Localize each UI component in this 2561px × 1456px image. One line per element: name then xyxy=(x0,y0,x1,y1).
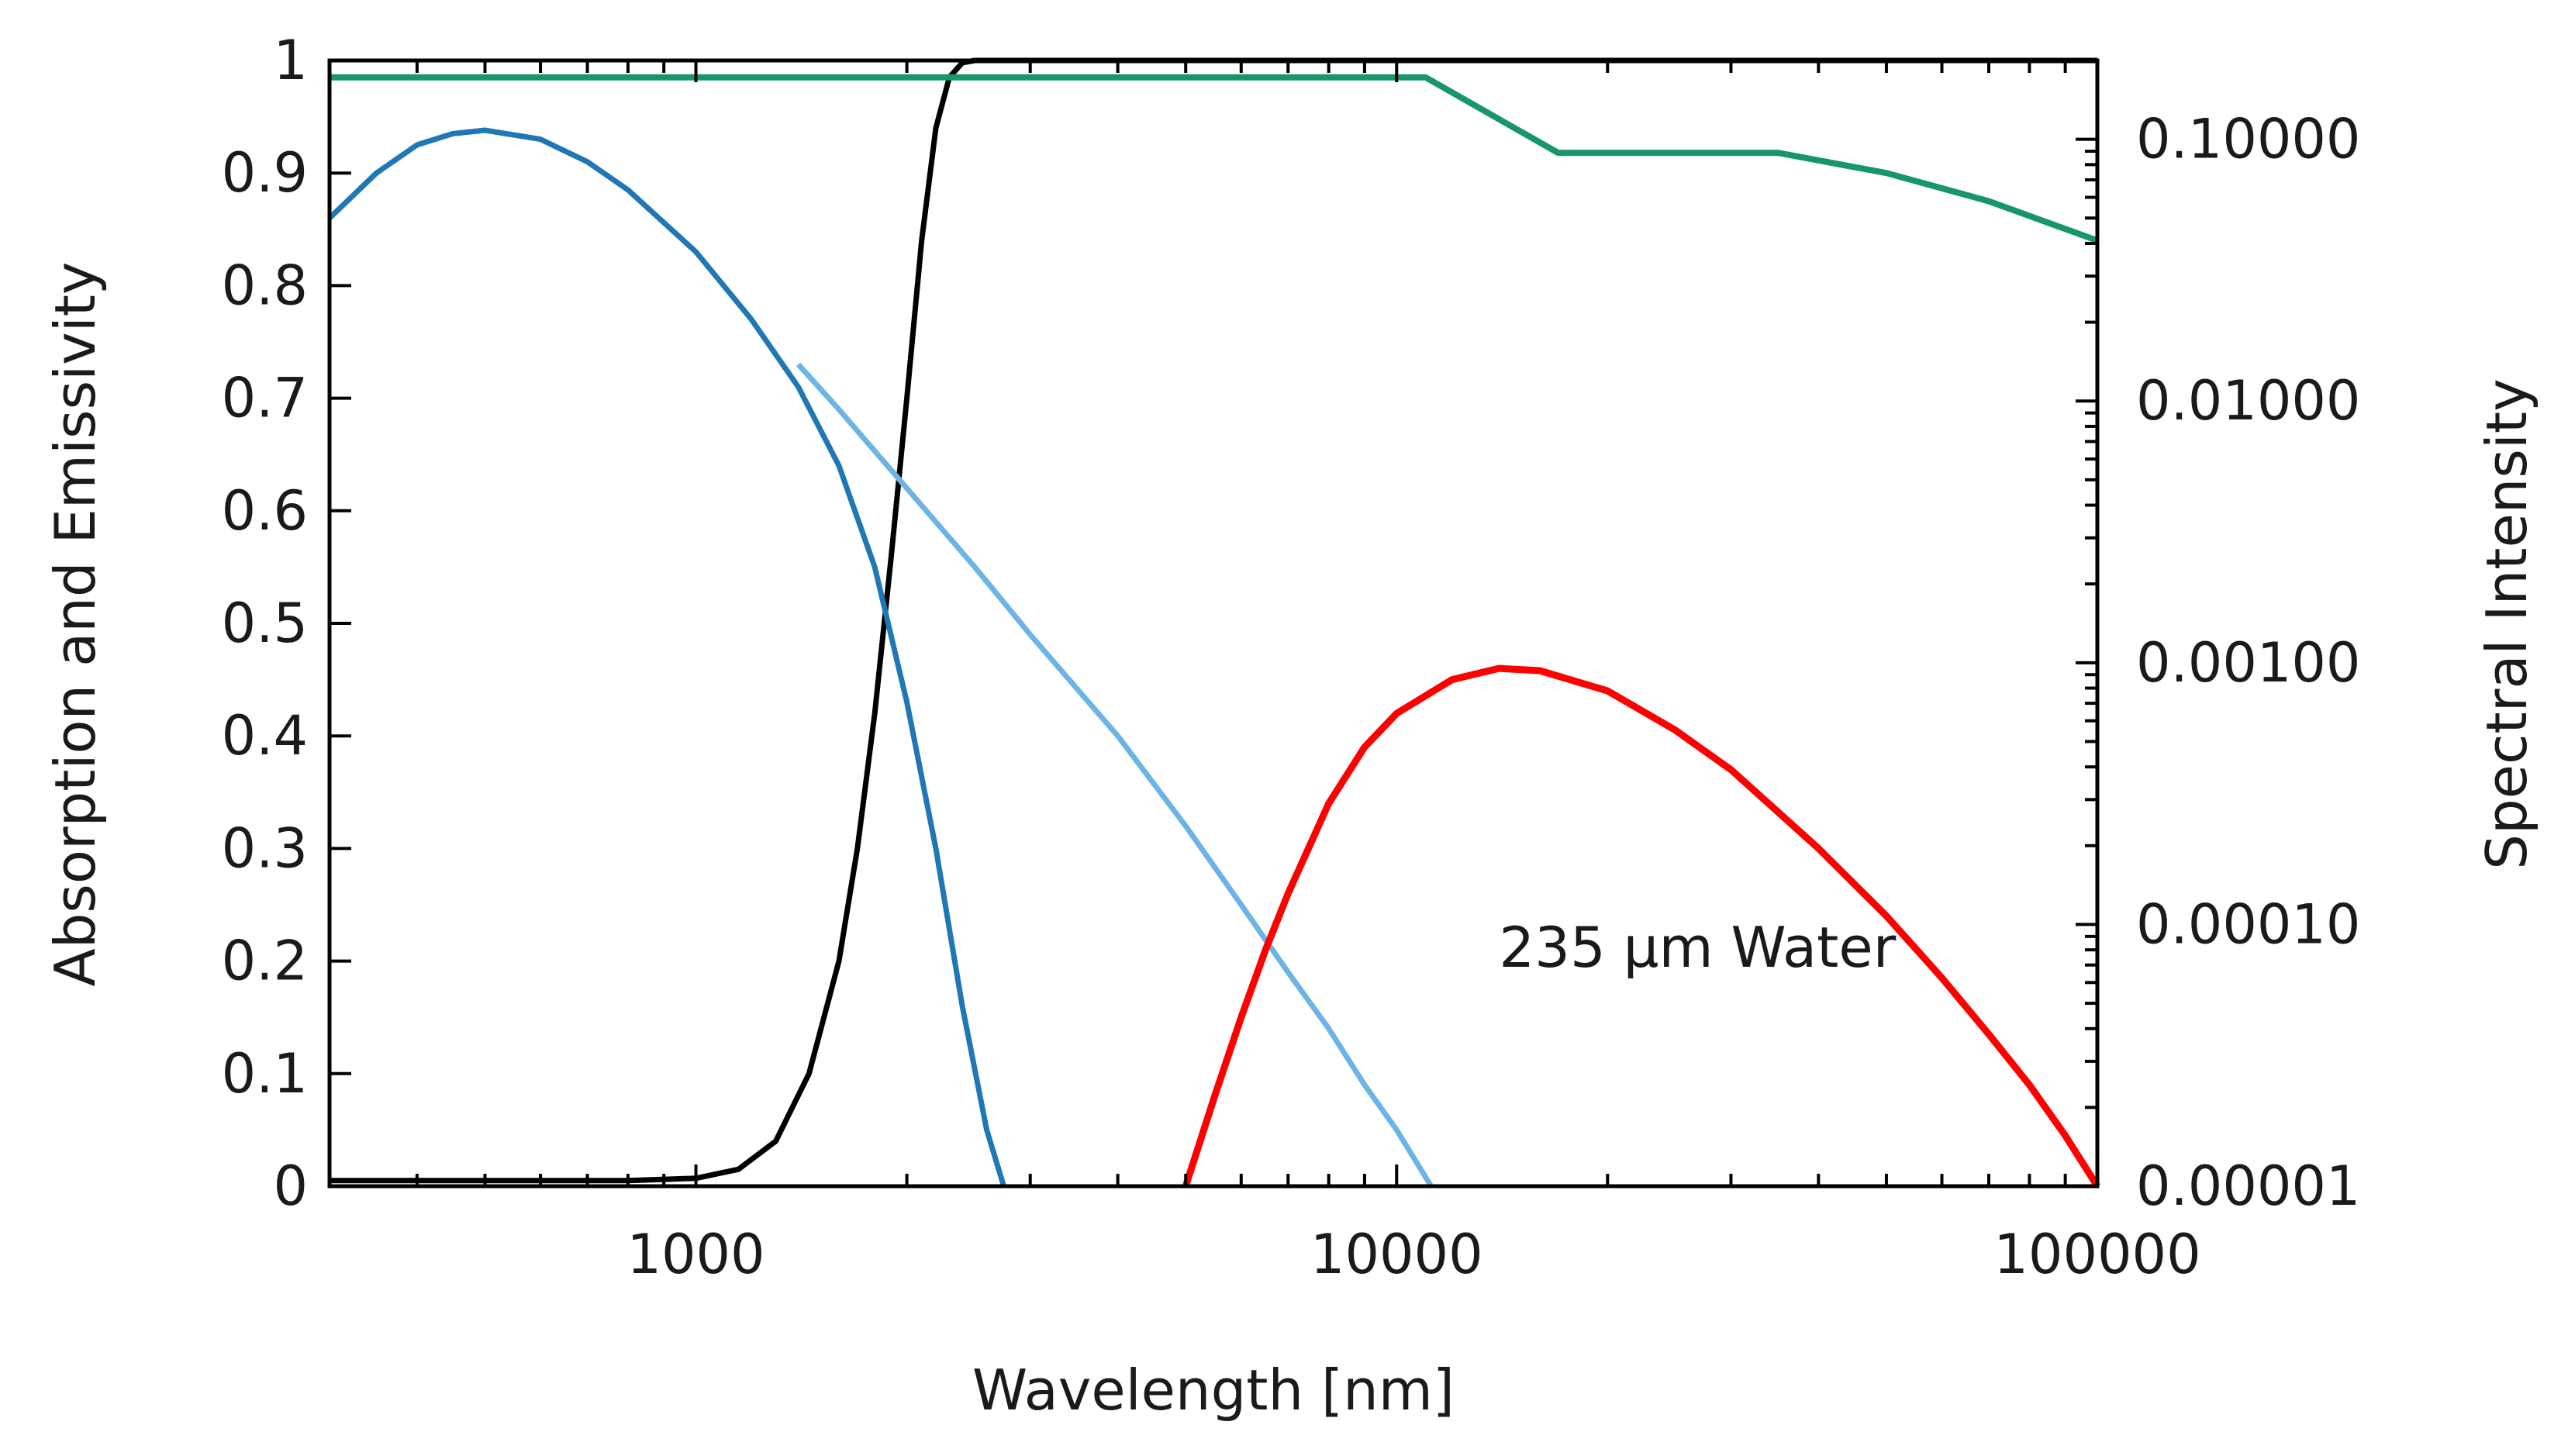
ticks-layer xyxy=(328,59,2099,1188)
y2-tick-label: 0.00010 xyxy=(2136,892,2360,956)
plot-frame xyxy=(327,58,2100,1189)
y-tick-label: 0.8 xyxy=(222,254,308,317)
y-tick-label: 0.3 xyxy=(222,816,308,880)
y2-tick-label: 0.00100 xyxy=(2136,631,2360,695)
annotation-label: 235 µm Water xyxy=(1499,915,1896,980)
x-tick-label: 100000 xyxy=(1993,1223,2200,1286)
y-tick-label: 0.2 xyxy=(222,930,308,993)
x-axis-title: Wavelength [nm] xyxy=(972,1358,1455,1423)
series-line-light-blue xyxy=(796,362,1434,1188)
y-axis-title: Absorption and Emissivity xyxy=(43,261,108,986)
series-line-dark-blue xyxy=(327,127,1006,1188)
series-line-green xyxy=(330,74,2099,244)
y-tick-label: 0 xyxy=(273,1154,308,1218)
y-tick-label: 0.7 xyxy=(222,367,308,430)
y2-tick-label: 0.00001 xyxy=(2136,1154,2360,1218)
y-tick-label: 0.9 xyxy=(222,141,308,205)
y-tick-label: 1 xyxy=(273,29,308,92)
x-tick-label: 10000 xyxy=(1310,1223,1483,1286)
labels-layer: 0 0.1 0.2 0.3 0.4 0.5 0.6 0.7 0.8 0.9 1 0.00001 0.00… xyxy=(222,29,2361,1286)
y2-tick-label: 0.01000 xyxy=(2136,369,2360,433)
x-tick-label: 1000 xyxy=(626,1223,765,1286)
y-tick-label: 0.4 xyxy=(222,704,308,768)
y-tick-label: 0.1 xyxy=(222,1042,308,1106)
y2-tick-label: 0.10000 xyxy=(2136,108,2360,171)
series-layer xyxy=(327,57,2100,1189)
series-line-red xyxy=(1182,664,2100,1189)
y-tick-label: 0.5 xyxy=(222,592,308,655)
series-line-black xyxy=(330,57,2097,1184)
y2-axis-title: Spectral Intensity xyxy=(2474,378,2539,870)
y-tick-label: 0.6 xyxy=(222,479,308,543)
